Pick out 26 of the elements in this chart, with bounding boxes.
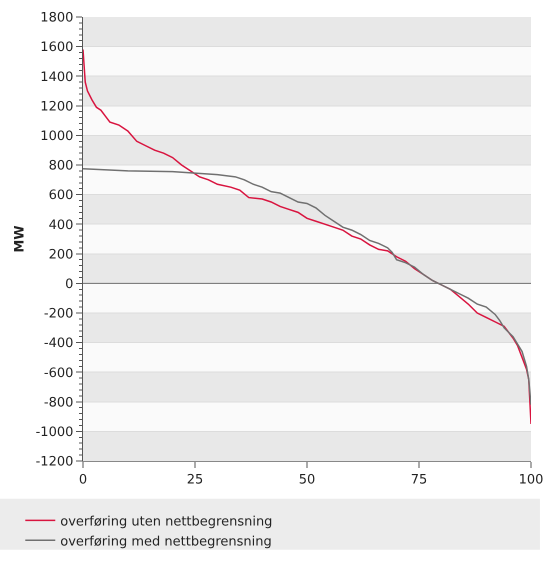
y-tick-label: -600 — [44, 366, 74, 381]
y-tick-label: -800 — [44, 395, 74, 410]
y-tick-label: 1600 — [40, 40, 74, 56]
y-tick-label: 1200 — [40, 99, 74, 114]
legend-label: overføring uten nettbegrensning — [60, 514, 272, 530]
y-tick-label: -1000 — [36, 424, 74, 440]
x-tick-label: 25 — [186, 472, 204, 488]
x-tick-label: 0 — [78, 472, 88, 488]
y-tick-label: 800 — [48, 158, 74, 174]
y-tick-label: 200 — [48, 247, 74, 262]
x-tick-label: 75 — [410, 472, 428, 488]
line-series — [83, 168, 531, 406]
x-tick-label: 50 — [298, 472, 316, 488]
y-tick-label: 1000 — [40, 128, 74, 144]
y-tick-label: 600 — [48, 188, 74, 204]
legend-label: overføring med nettbegrensning — [60, 534, 272, 550]
x-tick-label: 100 — [518, 472, 544, 488]
y-tick-label: -400 — [44, 336, 74, 352]
y-tick-label: -200 — [44, 306, 74, 322]
y-tick-label: 1800 — [40, 10, 74, 26]
y-tick-label: 0 — [65, 276, 74, 292]
line-series — [83, 48, 531, 425]
y-tick-label: 1400 — [40, 70, 74, 85]
y-tick-label: -1200 — [36, 454, 74, 470]
y-tick-label: 400 — [48, 218, 74, 233]
y-axis-title: MW — [12, 225, 28, 253]
